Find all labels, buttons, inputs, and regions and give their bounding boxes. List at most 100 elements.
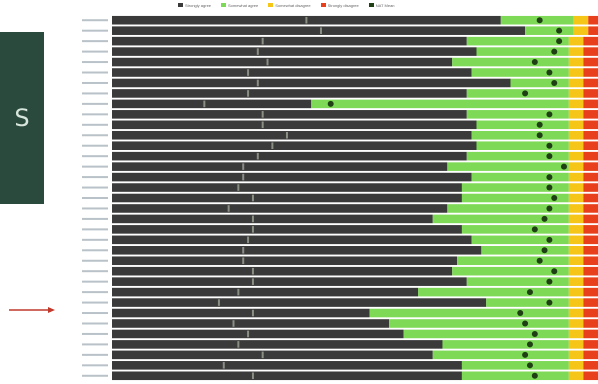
marker-light: [266, 58, 269, 66]
bar-segment-somewhat-disagree: [568, 130, 584, 140]
bar-segment-strongly-disagree: [583, 245, 598, 255]
bar-segment-strongly-agree: [112, 99, 312, 109]
legend-swatch: [268, 3, 274, 7]
legend-swatch: [178, 3, 183, 7]
bar-segment-strongly-disagree: [583, 371, 598, 381]
marker-mean: [551, 79, 558, 86]
row-label-mark: [82, 197, 108, 199]
marker-mean: [541, 215, 548, 222]
bar-segment-somewhat-disagree: [568, 329, 584, 339]
marker-light: [251, 372, 254, 380]
bar-segment-somewhat-agree: [369, 308, 569, 318]
marker-mean: [546, 299, 553, 306]
bar-segment-strongly-agree: [112, 130, 472, 140]
marker-light: [251, 267, 254, 275]
row-label-mark: [82, 249, 108, 252]
bar-segment-somewhat-agree: [447, 204, 569, 213]
legend-entry: NAT Mean: [368, 3, 395, 8]
bar-segment-somewhat-disagree: [568, 340, 584, 349]
bar-segment-somewhat-agree: [481, 245, 569, 255]
marker-mean: [546, 184, 553, 191]
bar-segment-strongly-disagree: [583, 99, 598, 109]
bar-segment-somewhat-agree: [466, 36, 569, 46]
bar-segment-strongly-disagree: [583, 287, 598, 297]
bar-segment-somewhat-agree: [457, 256, 569, 266]
bar-segment-somewhat-agree: [432, 350, 569, 360]
bar-segment-somewhat-agree: [476, 141, 569, 151]
marker-mean: [536, 132, 543, 139]
row-label-mark: [82, 92, 108, 95]
bar-segment-strongly-agree: [112, 245, 482, 255]
marker-mean: [556, 38, 563, 45]
bar-segment-somewhat-disagree: [568, 287, 584, 297]
marker-mean: [546, 142, 553, 149]
bar-segment-somewhat-disagree: [568, 214, 584, 224]
row-label-mark: [82, 291, 108, 294]
bar-segment-strongly-disagree: [583, 319, 598, 328]
bar-segment-strongly-disagree: [583, 57, 598, 67]
row-label-mark: [82, 280, 108, 283]
bar-segment-strongly-agree: [112, 350, 433, 360]
bar-segment-strongly-disagree: [583, 361, 598, 370]
bar-segment-somewhat-agree: [389, 319, 569, 328]
bar-segment-somewhat-agree: [466, 151, 569, 161]
bar-segment-somewhat-disagree: [568, 256, 584, 266]
marker-light: [251, 278, 254, 285]
row-label-mark: [82, 228, 108, 231]
marker-light: [222, 362, 225, 369]
bar-segment-somewhat-disagree: [568, 193, 584, 203]
bar-segment-strongly-disagree: [583, 151, 598, 161]
marker-mean: [536, 17, 543, 24]
marker-mean: [546, 111, 553, 118]
marker-light: [232, 320, 235, 327]
bar-segment-strongly-agree: [112, 110, 467, 119]
marker-light: [261, 111, 264, 118]
bar-segment-strongly-agree: [112, 162, 448, 171]
row-label-mark: [82, 217, 108, 220]
bar-segment-somewhat-agree: [461, 193, 569, 203]
bar-segment-somewhat-agree: [311, 99, 569, 109]
bar-segment-strongly-disagree: [583, 308, 598, 318]
row-label-mark: [82, 343, 108, 346]
marker-mean: [551, 195, 558, 201]
bar-segment-strongly-agree: [112, 193, 462, 203]
bar-segment-strongly-agree: [112, 141, 477, 151]
bar-segment-somewhat-agree: [466, 110, 569, 119]
bar-segment-somewhat-agree: [525, 26, 574, 35]
bar-segment-somewhat-agree: [471, 130, 569, 140]
legend-entry: Somewhat agree: [221, 3, 258, 8]
bar-segment-somewhat-disagree: [573, 15, 589, 25]
marker-mean: [536, 257, 543, 264]
row-label-mark: [82, 186, 108, 189]
bar-segment-somewhat-agree: [466, 277, 569, 286]
bar-segment-strongly-disagree: [588, 15, 598, 25]
marker-light: [256, 152, 259, 160]
marker-light: [251, 215, 254, 223]
bar-segment-somewhat-disagree: [568, 371, 584, 381]
row-label-mark: [82, 134, 108, 137]
bar-segment-somewhat-disagree: [568, 235, 584, 245]
marker-light: [305, 16, 308, 24]
bar-segment-strongly-agree: [112, 277, 467, 286]
bar-segment-strongly-disagree: [583, 204, 598, 213]
bar-segment-somewhat-disagree: [568, 172, 584, 182]
marker-light: [261, 37, 264, 45]
bar-segment-somewhat-agree: [432, 214, 569, 224]
bar-segment-strongly-disagree: [588, 26, 598, 35]
marker-light: [261, 351, 264, 359]
marker-light: [242, 257, 245, 265]
bar-segment-strongly-agree: [112, 298, 487, 307]
row-label-mark: [82, 165, 108, 168]
bar-segment-strongly-disagree: [583, 141, 598, 151]
marker-mean: [531, 330, 538, 337]
marker-light: [247, 90, 250, 97]
row-label-mark: [82, 270, 108, 273]
bar-segment-strongly-disagree: [583, 193, 598, 203]
row-label-mark: [82, 259, 108, 262]
bar-segment-strongly-agree: [112, 89, 467, 98]
bar-segment-somewhat-disagree: [568, 162, 584, 171]
marker-light: [237, 184, 240, 191]
row-label-mark: [82, 332, 108, 335]
bar-segment-strongly-disagree: [583, 162, 598, 171]
